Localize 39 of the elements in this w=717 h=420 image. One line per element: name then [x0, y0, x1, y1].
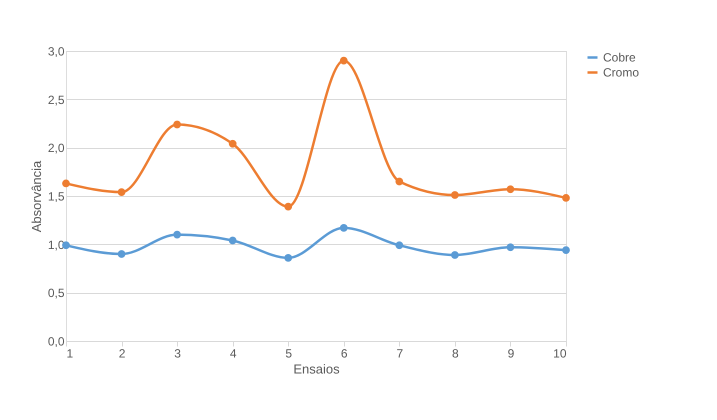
point: [395, 178, 404, 186]
point: [62, 180, 70, 188]
legend-label: Cobre: [603, 50, 636, 64]
y-tick-label: 2,0: [48, 141, 65, 156]
x-tick-label: 8: [452, 346, 460, 360]
y-tick-label: 2,5: [48, 92, 65, 107]
y-tick-label: 0,5: [48, 286, 65, 300]
x-tick-label: 4: [230, 346, 237, 360]
point: [562, 246, 570, 254]
y-tick-label: 3,0: [48, 44, 65, 58]
x-tick-label: 9: [508, 346, 515, 360]
point: [284, 254, 292, 262]
x-tick-label: 5: [285, 346, 292, 360]
point: [228, 140, 237, 148]
point: [506, 243, 514, 252]
y-tick-label: 0,0: [48, 334, 65, 348]
point: [451, 191, 459, 199]
point: [173, 120, 181, 128]
point: [173, 230, 181, 239]
x-tick-label: 7: [396, 346, 404, 360]
x-tick-label: 2: [118, 346, 126, 360]
y-tick-label: 1,5: [48, 190, 65, 204]
point: [284, 202, 292, 210]
point: [118, 250, 126, 258]
legend-label: Cromo: [603, 66, 640, 80]
x-tick-label: 3: [174, 346, 182, 360]
point: [228, 236, 237, 244]
x-tick-label: 6: [340, 346, 348, 360]
point: [562, 194, 570, 202]
y-axis-title: Absorvância: [28, 160, 44, 232]
point: [118, 188, 126, 196]
x-tick-label: 10: [553, 346, 567, 360]
point: [451, 251, 459, 259]
point: [340, 56, 348, 65]
point: [340, 224, 348, 232]
x-axis-title: Ensaios: [293, 362, 340, 376]
point: [395, 241, 404, 250]
point: [506, 185, 514, 194]
x-tick-label: 1: [66, 346, 74, 360]
